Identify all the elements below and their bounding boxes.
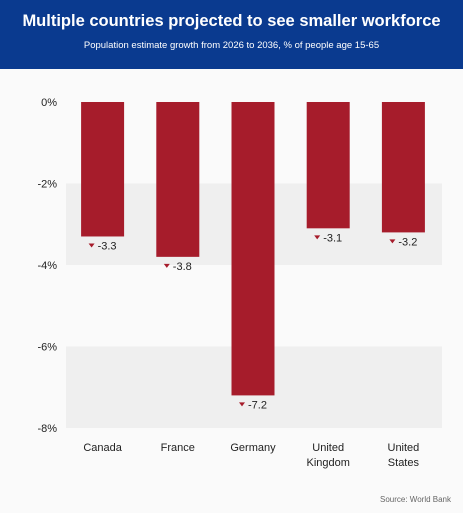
- data-label: -3.1: [323, 232, 342, 244]
- data-label: -7.2: [248, 399, 267, 411]
- bar: [306, 102, 350, 229]
- x-tick-label: United: [388, 442, 420, 454]
- x-tick-label: France: [161, 442, 195, 454]
- y-tick-label: 0%: [41, 97, 57, 109]
- chart-title: Multiple countries projected to see smal…: [22, 12, 441, 30]
- bar: [231, 102, 275, 396]
- down-marker-icon: [314, 235, 321, 240]
- header-banner: Multiple countries projected to see smal…: [0, 0, 463, 69]
- x-tick-label: United: [312, 442, 344, 454]
- x-tick-label: Canada: [83, 442, 122, 454]
- x-tick-label: Kingdom: [306, 457, 349, 469]
- data-label: -3.3: [98, 240, 117, 252]
- y-tick-label: -2%: [37, 179, 57, 191]
- bar: [156, 102, 200, 257]
- bar: [381, 102, 425, 233]
- down-marker-icon: [88, 243, 95, 248]
- down-marker-icon: [239, 402, 245, 407]
- x-tick-label: States: [388, 457, 420, 469]
- y-tick-label: -4%: [37, 260, 57, 272]
- data-label: -3.8: [173, 261, 192, 273]
- down-marker-icon: [389, 239, 396, 244]
- x-tick-label: Germany: [230, 442, 276, 454]
- bar: [81, 102, 125, 237]
- source-note: Source: World Bank: [380, 495, 451, 504]
- y-tick-label: -8%: [37, 423, 57, 435]
- data-label: -3.2: [398, 236, 417, 248]
- y-tick-label: -6%: [37, 342, 57, 354]
- chart-subtitle: Population estimate growth from 2026 to …: [83, 40, 380, 51]
- down-marker-icon: [163, 263, 170, 268]
